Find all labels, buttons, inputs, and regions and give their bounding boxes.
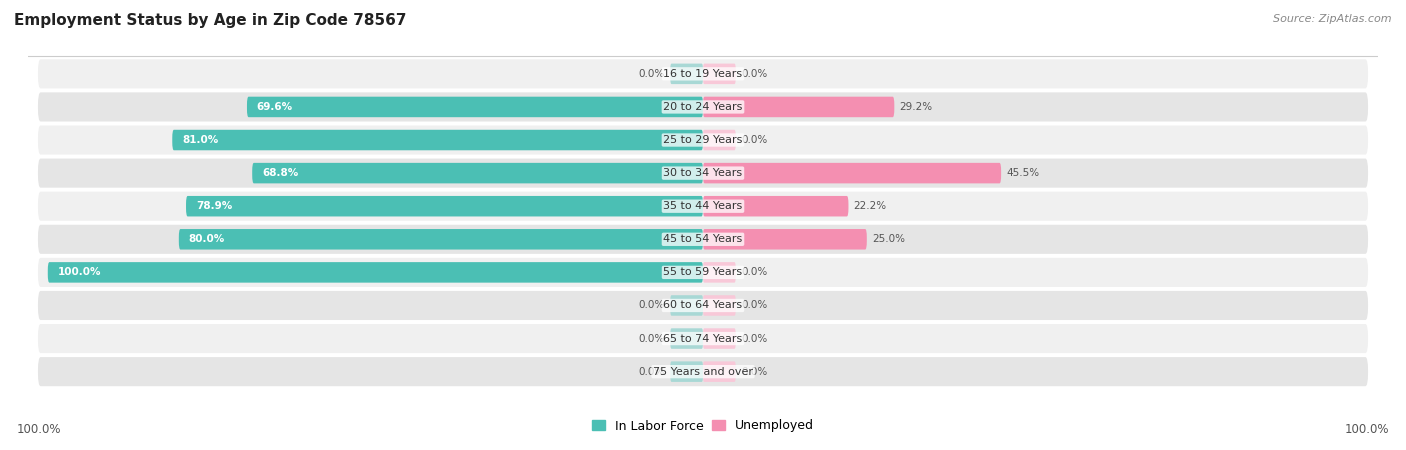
FancyBboxPatch shape [186,196,703,216]
Text: 68.8%: 68.8% [262,168,298,178]
FancyBboxPatch shape [671,63,703,84]
FancyBboxPatch shape [247,97,703,117]
FancyBboxPatch shape [703,97,894,117]
FancyBboxPatch shape [179,229,703,250]
Text: 45.5%: 45.5% [1007,168,1039,178]
FancyBboxPatch shape [173,130,703,150]
FancyBboxPatch shape [703,295,735,316]
Text: 25 to 29 Years: 25 to 29 Years [664,135,742,145]
FancyBboxPatch shape [703,262,735,283]
Text: 0.0%: 0.0% [741,267,768,277]
Text: 29.2%: 29.2% [900,102,932,112]
FancyBboxPatch shape [252,163,703,183]
Text: 25.0%: 25.0% [872,234,905,244]
Text: Employment Status by Age in Zip Code 78567: Employment Status by Age in Zip Code 785… [14,14,406,28]
Text: 100.0%: 100.0% [58,267,101,277]
Text: 0.0%: 0.0% [741,301,768,310]
FancyBboxPatch shape [48,262,703,283]
Text: 20 to 24 Years: 20 to 24 Years [664,102,742,112]
FancyBboxPatch shape [703,328,735,349]
FancyBboxPatch shape [38,357,1368,386]
FancyBboxPatch shape [38,158,1368,188]
Text: 30 to 34 Years: 30 to 34 Years [664,168,742,178]
Text: 100.0%: 100.0% [17,423,62,436]
Text: 80.0%: 80.0% [188,234,225,244]
Text: 22.2%: 22.2% [853,201,887,211]
FancyBboxPatch shape [703,196,848,216]
FancyBboxPatch shape [38,258,1368,287]
FancyBboxPatch shape [703,361,735,382]
Text: 65 to 74 Years: 65 to 74 Years [664,333,742,343]
Text: 69.6%: 69.6% [257,102,292,112]
Text: 81.0%: 81.0% [183,135,218,145]
FancyBboxPatch shape [671,328,703,349]
FancyBboxPatch shape [703,130,735,150]
Text: 55 to 59 Years: 55 to 59 Years [664,267,742,277]
Text: 16 to 19 Years: 16 to 19 Years [664,69,742,79]
FancyBboxPatch shape [38,192,1368,221]
FancyBboxPatch shape [38,59,1368,88]
FancyBboxPatch shape [38,324,1368,353]
Text: 0.0%: 0.0% [741,135,768,145]
Text: 0.0%: 0.0% [638,333,665,343]
FancyBboxPatch shape [671,295,703,316]
FancyBboxPatch shape [38,126,1368,155]
FancyBboxPatch shape [38,92,1368,122]
Legend: In Labor Force, Unemployed: In Labor Force, Unemployed [592,419,814,432]
Text: 78.9%: 78.9% [195,201,232,211]
Text: 0.0%: 0.0% [638,367,665,377]
FancyBboxPatch shape [38,291,1368,320]
FancyBboxPatch shape [703,229,868,250]
Text: 100.0%: 100.0% [1344,423,1389,436]
FancyBboxPatch shape [703,63,735,84]
Text: 0.0%: 0.0% [741,333,768,343]
Text: 0.0%: 0.0% [638,69,665,79]
Text: 0.0%: 0.0% [741,367,768,377]
Text: 35 to 44 Years: 35 to 44 Years [664,201,742,211]
Text: 75 Years and over: 75 Years and over [652,367,754,377]
FancyBboxPatch shape [671,361,703,382]
Text: 60 to 64 Years: 60 to 64 Years [664,301,742,310]
FancyBboxPatch shape [38,225,1368,254]
Text: 45 to 54 Years: 45 to 54 Years [664,234,742,244]
FancyBboxPatch shape [703,163,1001,183]
Text: Source: ZipAtlas.com: Source: ZipAtlas.com [1274,14,1392,23]
Text: 0.0%: 0.0% [741,69,768,79]
Text: 0.0%: 0.0% [638,301,665,310]
